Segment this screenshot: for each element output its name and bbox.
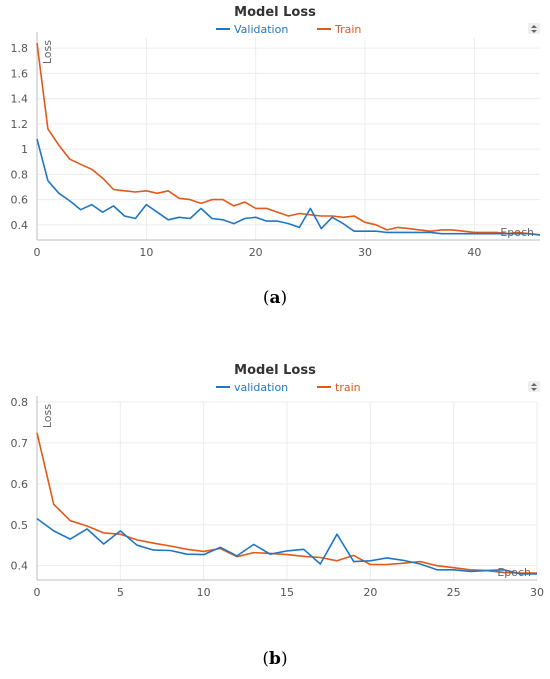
legend-label-validation: Validation: [234, 23, 288, 36]
chart-title: Model Loss: [234, 363, 316, 378]
y-tick-label: 0.8: [11, 168, 29, 181]
x-tick-label: 30: [530, 586, 544, 599]
legend-scroll-icon[interactable]: [528, 23, 540, 34]
subfigure-label-a: (a): [262, 288, 288, 308]
x-tick-label: 10: [139, 246, 153, 259]
x-axis-label: Epoch: [500, 226, 534, 239]
y-tick-label: 1: [21, 143, 28, 156]
legend-scroll-icon[interactable]: [528, 381, 540, 392]
chart-title: Model Loss: [234, 5, 316, 20]
series-line-validation: [36, 138, 541, 236]
y-tick-label: 1.4: [11, 93, 29, 106]
y-tick-label: 1.6: [11, 67, 29, 80]
series-line-train: [36, 42, 541, 236]
series-line-train: [36, 432, 537, 574]
y-tick-label: 1.2: [11, 118, 29, 131]
x-tick-label: 10: [197, 586, 211, 599]
chart-panel-b: Model Loss validation train 0.4 0.5 0.6 0.7 0.8…: [0, 358, 550, 679]
y-axis-label: Loss: [41, 404, 54, 428]
x-tick-label: 30: [358, 246, 372, 259]
chart-panel-a: Model Loss Validation Train 0.4 0.6 0.8 1 1.2 1.…: [0, 0, 550, 308]
y-tick-label: 0.6: [11, 194, 29, 207]
x-tick-label: 20: [249, 246, 263, 259]
x-tick-label: 5: [117, 586, 124, 599]
x-tick-label: 40: [467, 246, 481, 259]
y-tick-label: 0.4: [11, 560, 29, 573]
y-tick-label: 1.8: [11, 42, 29, 55]
y-tick-label: 0.8: [11, 396, 29, 409]
x-tick-label: 0: [34, 246, 41, 259]
subfigure-label-b: (b): [262, 649, 288, 669]
loss-chart-b: Model Loss validation train 0.4 0.5 0.6 0.7 0.8…: [11, 363, 545, 599]
y-axis-label: Loss: [41, 40, 54, 64]
legend-label-train: Train: [334, 23, 361, 36]
x-axis-label: Epoch: [497, 566, 531, 579]
y-tick-label: 0.5: [11, 519, 29, 532]
legend-label-train: train: [335, 381, 361, 394]
x-tick-label: 0: [34, 586, 41, 599]
x-tick-label: 20: [363, 586, 377, 599]
x-tick-label: 15: [280, 586, 294, 599]
x-tick-label: 25: [447, 586, 461, 599]
legend-label-validation: validation: [234, 381, 288, 394]
loss-chart-a: Model Loss Validation Train 0.4 0.6 0.8 1 1.2 1.…: [11, 5, 541, 259]
y-tick-label: 0.6: [11, 478, 29, 491]
y-tick-label: 0.7: [11, 437, 29, 450]
y-tick-label: 0.4: [11, 219, 29, 232]
series-line-validation: [36, 517, 537, 575]
